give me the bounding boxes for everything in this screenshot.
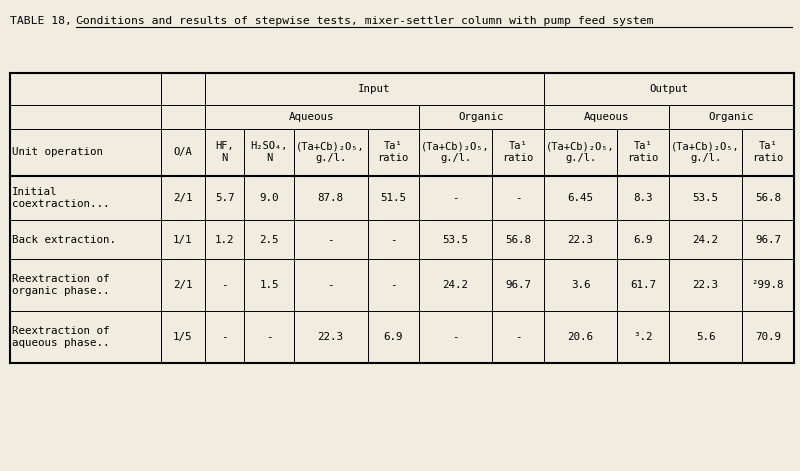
Text: -: - xyxy=(222,332,228,342)
Text: -: - xyxy=(515,193,522,203)
Text: TABLE 18, -: TABLE 18, - xyxy=(10,16,92,26)
Text: ²99.8: ²99.8 xyxy=(752,280,784,290)
Text: 8.3: 8.3 xyxy=(634,193,653,203)
Text: -: - xyxy=(327,235,334,245)
Text: 2/1: 2/1 xyxy=(173,193,193,203)
Text: -: - xyxy=(452,332,459,342)
Text: -: - xyxy=(266,332,272,342)
Text: Ta¹
ratio: Ta¹ ratio xyxy=(753,141,784,163)
Text: (Ta+Cb)₂O₅,
g./l.: (Ta+Cb)₂O₅, g./l. xyxy=(546,141,615,163)
Text: Ta¹
ratio: Ta¹ ratio xyxy=(378,141,409,163)
Text: 56.8: 56.8 xyxy=(505,235,531,245)
Text: 2.5: 2.5 xyxy=(259,235,278,245)
Text: Output: Output xyxy=(649,84,688,94)
Text: 3.6: 3.6 xyxy=(571,280,590,290)
Text: (Ta+Cb)₂O₅,
g./l.: (Ta+Cb)₂O₅, g./l. xyxy=(296,141,365,163)
Text: Organic: Organic xyxy=(458,112,504,122)
Text: 5.7: 5.7 xyxy=(214,193,234,203)
Text: 96.7: 96.7 xyxy=(505,280,531,290)
Text: Back extraction.: Back extraction. xyxy=(12,235,116,245)
Text: 20.6: 20.6 xyxy=(567,332,594,342)
Text: (Ta+Cb)₂O₅,
g./l.: (Ta+Cb)₂O₅, g./l. xyxy=(421,141,490,163)
Text: 96.7: 96.7 xyxy=(755,235,781,245)
Text: 6.9: 6.9 xyxy=(634,235,653,245)
Text: Ta¹
ratio: Ta¹ ratio xyxy=(502,141,534,163)
Text: Initial
coextraction...: Initial coextraction... xyxy=(12,187,110,209)
Text: 1/5: 1/5 xyxy=(173,332,193,342)
Text: 6.9: 6.9 xyxy=(383,332,403,342)
Text: Reextraction of
organic phase..: Reextraction of organic phase.. xyxy=(12,274,110,296)
Text: 53.5: 53.5 xyxy=(442,235,469,245)
Text: 2/1: 2/1 xyxy=(173,280,193,290)
Text: Reextraction of
aqueous phase..: Reextraction of aqueous phase.. xyxy=(12,326,110,348)
Text: 24.2: 24.2 xyxy=(693,235,718,245)
Text: 1.5: 1.5 xyxy=(259,280,278,290)
Text: Ta¹
ratio: Ta¹ ratio xyxy=(627,141,658,163)
Text: 24.2: 24.2 xyxy=(442,280,469,290)
Text: Organic: Organic xyxy=(708,112,754,122)
Text: ³.2: ³.2 xyxy=(634,332,653,342)
Text: 22.3: 22.3 xyxy=(693,280,718,290)
Text: 6.45: 6.45 xyxy=(567,193,594,203)
Text: 1.2: 1.2 xyxy=(214,235,234,245)
Text: Input: Input xyxy=(358,84,390,94)
Text: -: - xyxy=(327,280,334,290)
Text: Aqueous: Aqueous xyxy=(289,112,334,122)
Text: 61.7: 61.7 xyxy=(630,280,656,290)
Text: 70.9: 70.9 xyxy=(755,332,781,342)
Text: (Ta+Cb)₂O₅,
g./l.: (Ta+Cb)₂O₅, g./l. xyxy=(671,141,740,163)
Text: 9.0: 9.0 xyxy=(259,193,278,203)
Text: Conditions and results of stepwise tests, mixer-settler column with pump feed sy: Conditions and results of stepwise tests… xyxy=(76,16,654,26)
Text: HF,
N: HF, N xyxy=(215,141,234,163)
Text: 5.6: 5.6 xyxy=(696,332,715,342)
Text: Aqueous: Aqueous xyxy=(583,112,629,122)
Text: O/A: O/A xyxy=(174,147,192,157)
Text: 22.3: 22.3 xyxy=(318,332,343,342)
Text: 51.5: 51.5 xyxy=(380,193,406,203)
Text: -: - xyxy=(452,193,459,203)
Text: -: - xyxy=(515,332,522,342)
Text: Unit operation: Unit operation xyxy=(12,147,103,157)
Text: 22.3: 22.3 xyxy=(567,235,594,245)
Text: H₂SO₄,
N: H₂SO₄, N xyxy=(250,141,288,163)
Text: 1/1: 1/1 xyxy=(173,235,193,245)
Text: -: - xyxy=(390,235,396,245)
Text: 53.5: 53.5 xyxy=(693,193,718,203)
Text: 56.8: 56.8 xyxy=(755,193,781,203)
Text: 87.8: 87.8 xyxy=(318,193,343,203)
Text: -: - xyxy=(222,280,228,290)
Text: -: - xyxy=(390,280,396,290)
